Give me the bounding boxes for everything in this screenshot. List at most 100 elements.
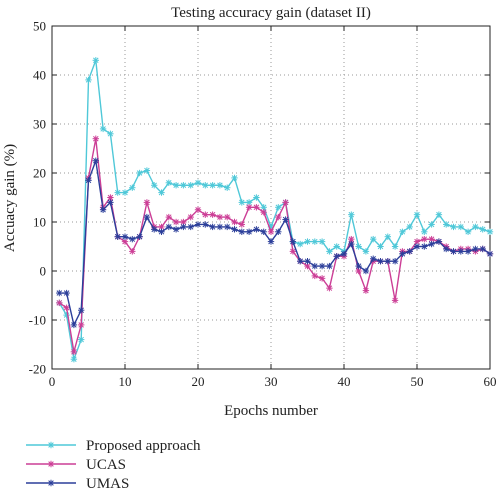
- data-point-stroke: [107, 199, 114, 206]
- legend-entry: UMAS: [26, 476, 129, 492]
- data-point-stroke: [48, 442, 54, 448]
- data-point: [129, 235, 136, 243]
- data-point: [158, 228, 165, 235]
- data-point-stroke: [246, 204, 252, 211]
- data-point: [63, 304, 70, 311]
- data-point: [92, 157, 99, 164]
- data-point: [92, 57, 99, 64]
- data-point-stroke: [48, 480, 54, 486]
- data-point-stroke: [122, 189, 128, 196]
- data-point-stroke: [385, 233, 391, 240]
- data-point: [297, 258, 304, 265]
- data-point: [187, 223, 194, 231]
- data-point: [224, 184, 231, 191]
- data-point: [209, 223, 216, 231]
- data-point-stroke: [450, 224, 457, 230]
- data-point: [238, 221, 245, 228]
- data-point-stroke: [217, 214, 223, 220]
- data-point: [370, 235, 377, 243]
- data-point-stroke: [421, 236, 428, 242]
- data-point: [78, 321, 85, 329]
- data-point: [406, 223, 413, 231]
- data-point: [172, 226, 180, 233]
- data-point-stroke: [479, 226, 486, 233]
- data-point-stroke: [399, 229, 406, 235]
- data-point-stroke: [136, 170, 143, 176]
- data-point: [70, 348, 78, 356]
- data-point: [180, 182, 187, 189]
- data-point-stroke: [231, 219, 238, 225]
- data-point-stroke: [268, 229, 274, 235]
- data-point: [78, 336, 85, 343]
- data-point-stroke: [195, 206, 201, 213]
- chart-title: Testing accuracy gain (dataset II): [171, 5, 371, 21]
- data-point: [435, 211, 443, 218]
- data-point: [224, 223, 231, 231]
- data-point: [253, 226, 260, 233]
- data-point-stroke: [370, 236, 376, 242]
- data-point-stroke: [78, 322, 84, 328]
- data-point-stroke: [202, 182, 209, 189]
- data-point: [121, 233, 129, 240]
- data-point-stroke: [71, 322, 77, 328]
- data-point: [129, 184, 136, 191]
- x-tick-label: 40: [338, 374, 351, 389]
- data-point-stroke: [173, 219, 179, 225]
- data-point-stroke: [319, 275, 325, 282]
- data-point: [421, 235, 428, 243]
- data-point: [311, 238, 318, 245]
- data-point: [216, 223, 224, 231]
- data-point: [370, 255, 377, 262]
- data-point-stroke: [195, 221, 201, 228]
- data-point: [180, 223, 187, 231]
- data-point-stroke: [93, 157, 99, 164]
- data-point: [209, 182, 216, 189]
- data-point-stroke: [406, 248, 413, 255]
- data-point-stroke: [187, 214, 194, 220]
- data-point: [172, 218, 180, 226]
- legend-label: UMAS: [86, 476, 129, 492]
- data-point-stroke: [239, 199, 245, 206]
- data-point: [413, 238, 421, 245]
- data-point-stroke: [173, 226, 179, 233]
- data-point-stroke: [414, 243, 420, 250]
- data-point: [443, 221, 450, 228]
- data-point-stroke: [377, 258, 384, 264]
- data-point-stroke: [253, 204, 260, 211]
- data-point-stroke: [158, 189, 165, 196]
- data-point: [158, 223, 165, 231]
- data-point: [85, 177, 92, 184]
- data-point-stroke: [122, 238, 128, 245]
- data-point-stroke: [129, 184, 136, 191]
- data-point-stroke: [246, 199, 252, 206]
- data-point-stroke: [443, 221, 449, 228]
- data-point-stroke: [202, 221, 209, 228]
- x-tick-label: 50: [411, 374, 424, 389]
- data-point: [355, 262, 362, 270]
- data-point-stroke: [297, 258, 303, 264]
- x-tick-label: 10: [119, 374, 132, 389]
- data-point: [260, 228, 267, 235]
- data-point-stroke: [363, 287, 369, 294]
- data-point: [275, 204, 282, 211]
- data-point: [114, 189, 121, 196]
- data-point: [384, 258, 391, 265]
- data-point: [245, 228, 253, 235]
- data-point: [486, 228, 494, 235]
- data-point: [202, 211, 209, 218]
- plot-area: 0 10 20 30 40 50 60 -20 -10 0 10 20 30 40 50: [29, 19, 496, 390]
- data-point: [158, 189, 165, 196]
- data-point: [333, 253, 340, 260]
- data-point-stroke: [421, 243, 428, 250]
- data-point: [275, 213, 282, 221]
- data-point: [464, 228, 472, 235]
- data-point-stroke: [326, 263, 333, 269]
- data-point: [231, 226, 238, 233]
- data-point: [362, 248, 370, 255]
- data-point-stroke: [209, 182, 216, 189]
- data-point: [472, 245, 479, 253]
- x-tick-label: 0: [49, 374, 56, 389]
- data-point-stroke: [260, 229, 267, 235]
- data-point: [245, 199, 253, 206]
- data-point-stroke: [158, 229, 165, 235]
